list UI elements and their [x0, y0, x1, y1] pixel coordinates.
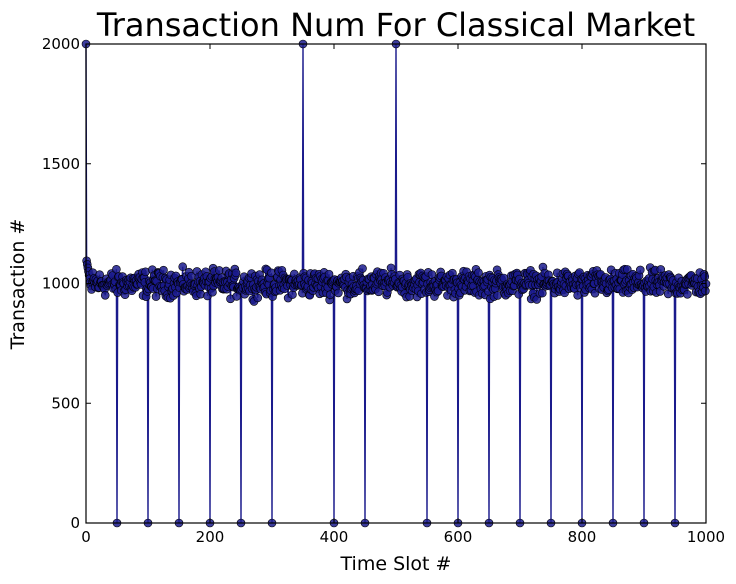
data-point [334, 288, 343, 298]
chart-title: Transaction Num For Classical Market [96, 6, 695, 44]
y-tick-label: 1500 [42, 155, 80, 173]
x-tick-label: 800 [568, 528, 597, 546]
data-point [178, 262, 188, 272]
data-point [151, 292, 161, 301]
x-axis-label: Time Slot # [340, 553, 452, 575]
x-tick-label: 600 [444, 528, 473, 546]
data-point [100, 291, 110, 300]
data-point [474, 268, 483, 277]
x-tick-label: 0 [81, 528, 91, 546]
data-point [231, 268, 241, 278]
series-layer [81, 39, 711, 528]
x-tick-label: 1000 [687, 528, 725, 546]
ticks-layer: 0 200 400 600 800 1000 0 500 1000 1500 2000 [42, 35, 725, 546]
y-axis-label: Transaction # [7, 219, 29, 351]
data-point [324, 269, 334, 279]
data-point [635, 265, 645, 275]
x-tick-label: 200 [196, 528, 225, 546]
y-tick-label: 1000 [42, 275, 80, 293]
data-point [358, 264, 367, 273]
y-tick-label: 500 [51, 394, 80, 412]
data-point [159, 265, 168, 275]
data-point [683, 290, 692, 299]
y-tick-label: 0 [70, 514, 80, 532]
data-point [700, 272, 710, 281]
y-tick-label: 2000 [42, 35, 80, 53]
x-tick-label: 400 [320, 528, 349, 546]
data-point [253, 293, 263, 303]
data-point [374, 287, 383, 297]
data-point [622, 265, 632, 274]
